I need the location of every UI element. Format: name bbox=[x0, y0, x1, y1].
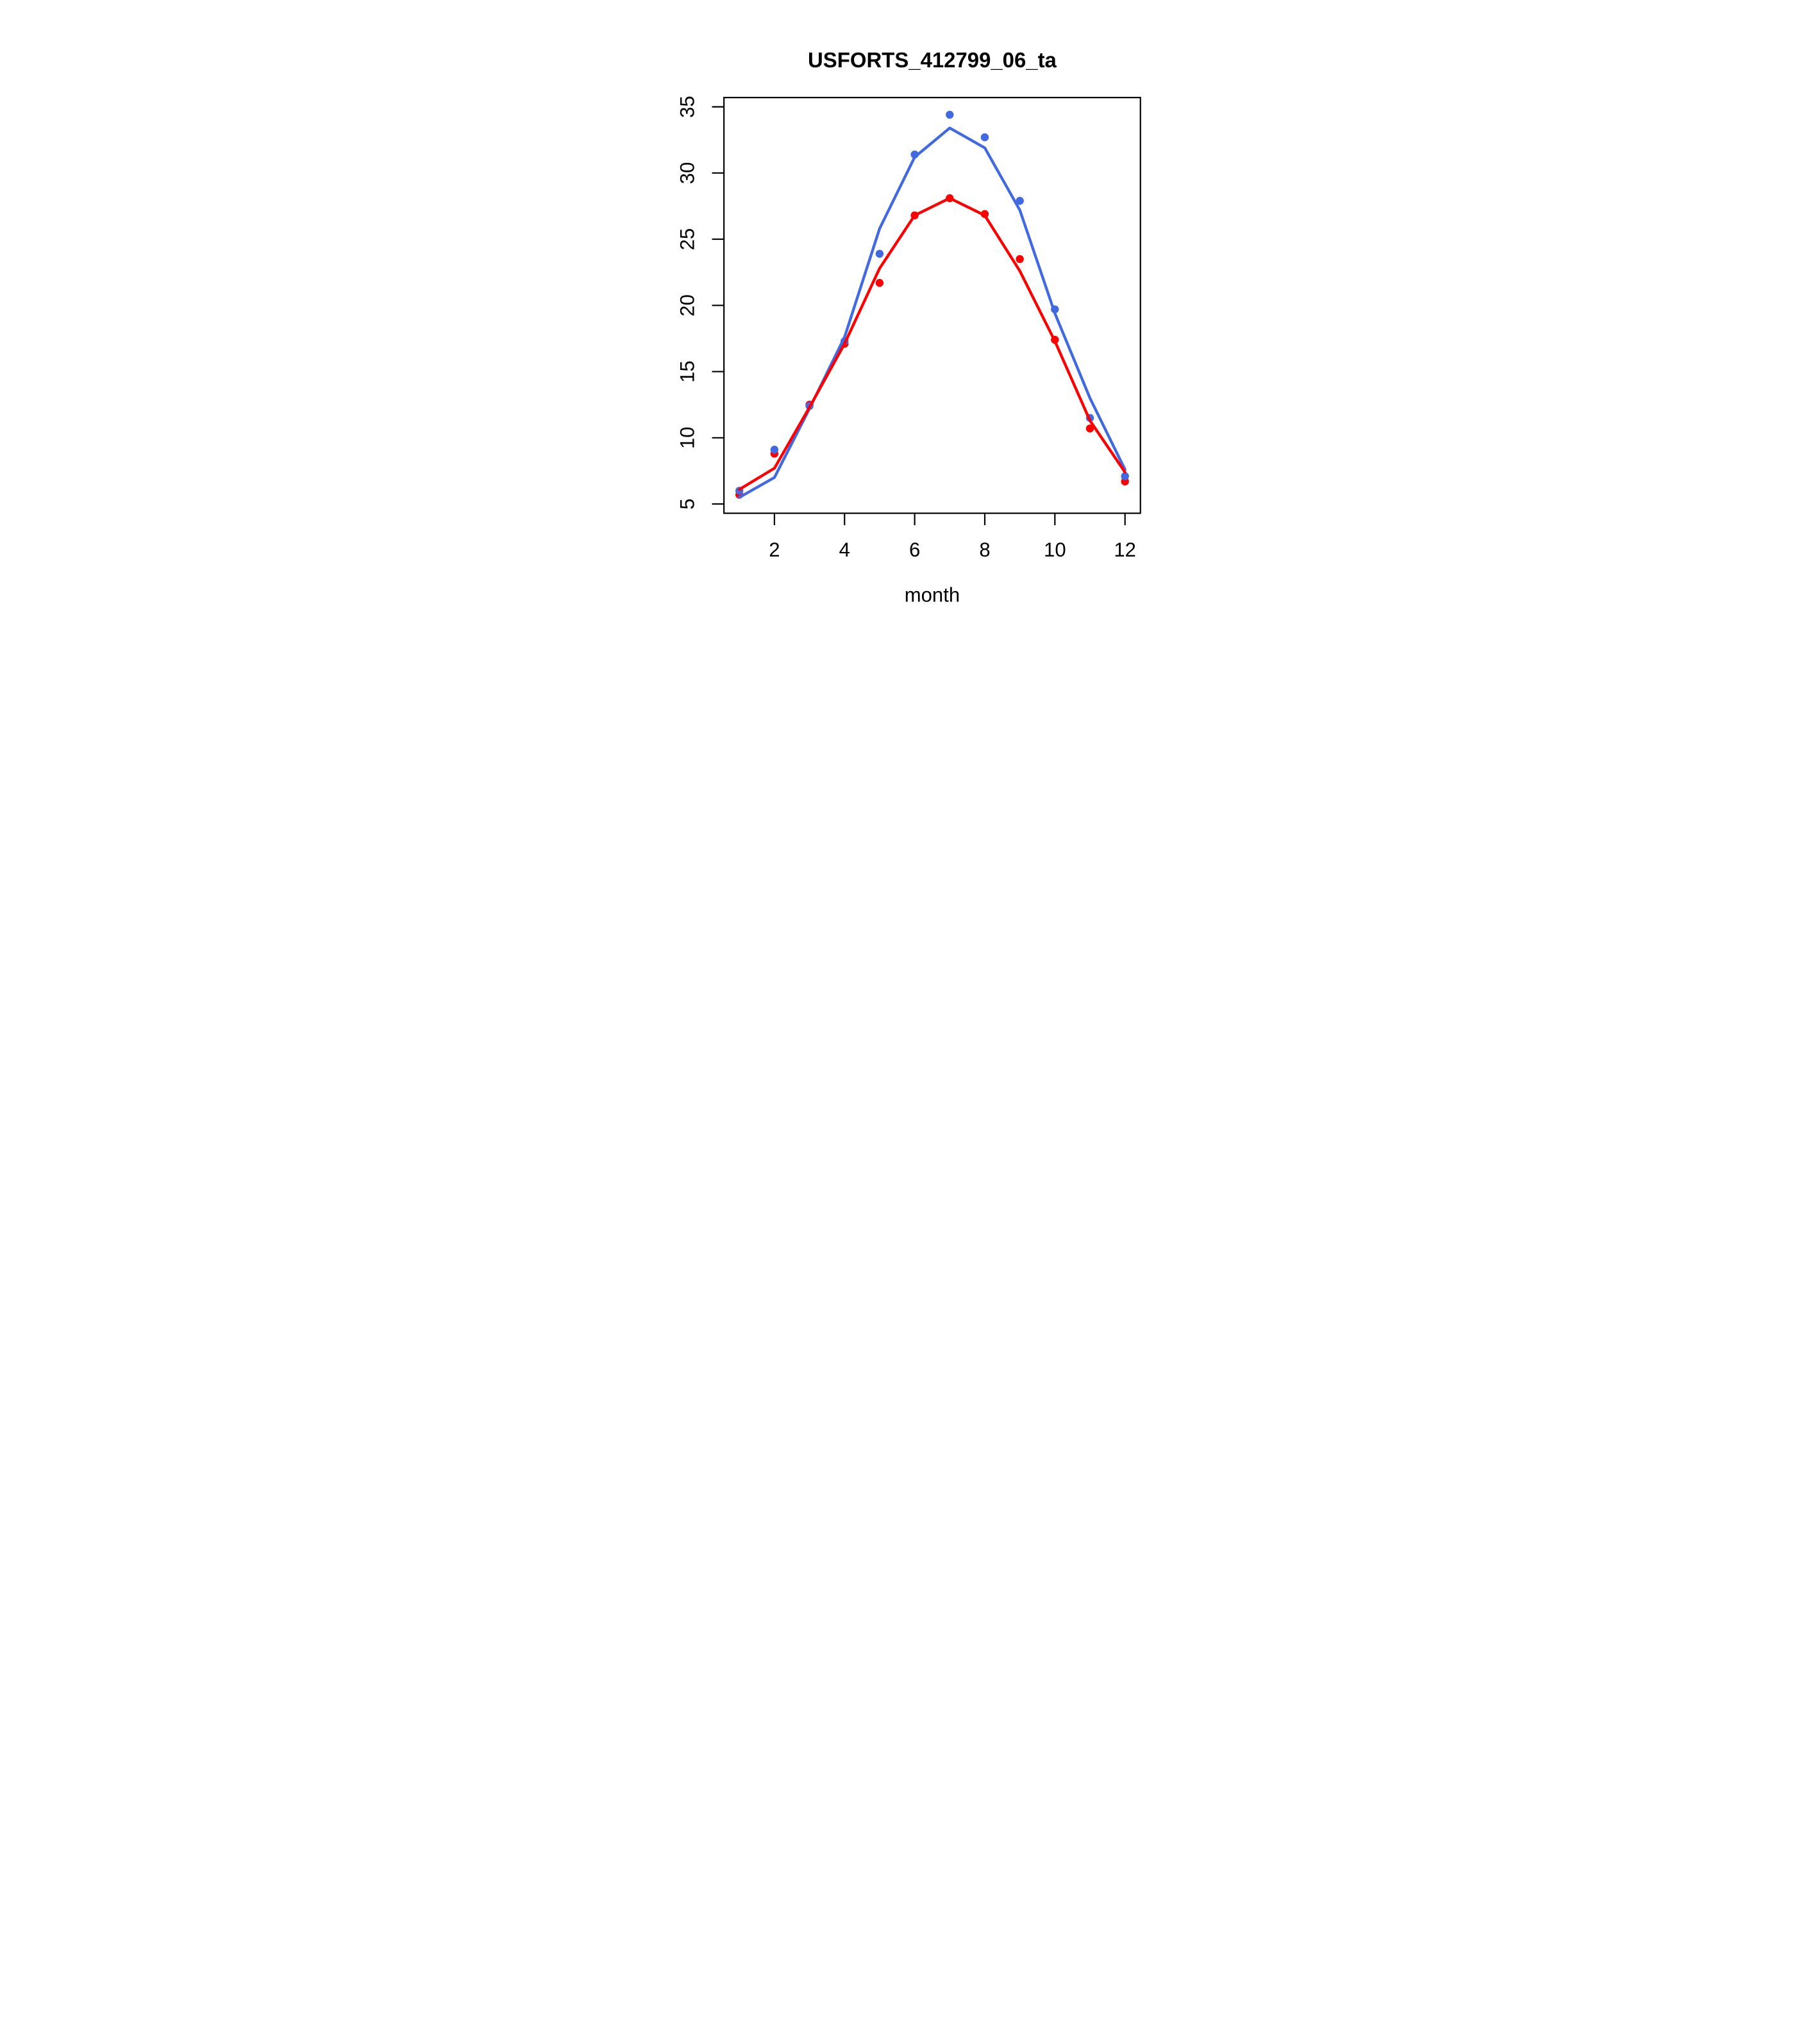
y-tick-label: 10 bbox=[676, 427, 699, 449]
y-tick-label: 15 bbox=[676, 360, 699, 383]
plot-box bbox=[723, 97, 1141, 514]
series-layer bbox=[735, 110, 1129, 499]
x-tick-label: 8 bbox=[979, 539, 990, 561]
x-tick-label: 2 bbox=[769, 539, 780, 561]
y-tick-label: 5 bbox=[676, 498, 699, 509]
x-tick-label: 12 bbox=[1114, 539, 1136, 561]
red-fit-line bbox=[738, 196, 1126, 491]
red-points-m11 bbox=[1085, 424, 1094, 433]
blue-points-m12 bbox=[1121, 472, 1129, 480]
blue-points-m8 bbox=[980, 133, 989, 142]
chart-background bbox=[626, 0, 1191, 635]
blue-points-m7 bbox=[946, 110, 954, 119]
x-tick-label: 6 bbox=[909, 539, 920, 561]
x-axis-title: month bbox=[905, 583, 960, 606]
red-points-m9 bbox=[1016, 255, 1024, 264]
chart-canvas: USFORTS_412799_06_ta 5 10 15 20 25 30 35 2 4 6 8 1… bbox=[626, 0, 1191, 635]
blue-points-m2 bbox=[770, 446, 779, 454]
red-points-m5 bbox=[875, 279, 884, 287]
y-tick-label: 35 bbox=[676, 96, 699, 118]
figure: USFORTS_412799_06_ta 5 10 15 20 25 30 35 2 4 6 8 1… bbox=[0, 0, 1817, 635]
x-axis: 2 4 6 8 10 12 bbox=[769, 513, 1136, 561]
y-tick-label: 25 bbox=[676, 228, 699, 251]
chart-title: USFORTS_412799_06_ta bbox=[808, 48, 1057, 72]
y-axis: 5 10 15 20 25 30 35 bbox=[676, 96, 724, 510]
y-tick-label: 20 bbox=[676, 294, 699, 317]
blue-points-m5 bbox=[875, 249, 884, 258]
blue-points-m9 bbox=[1016, 196, 1024, 205]
y-tick-label: 30 bbox=[676, 162, 699, 185]
x-tick-label: 10 bbox=[1044, 539, 1066, 561]
x-tick-label: 4 bbox=[839, 539, 850, 561]
